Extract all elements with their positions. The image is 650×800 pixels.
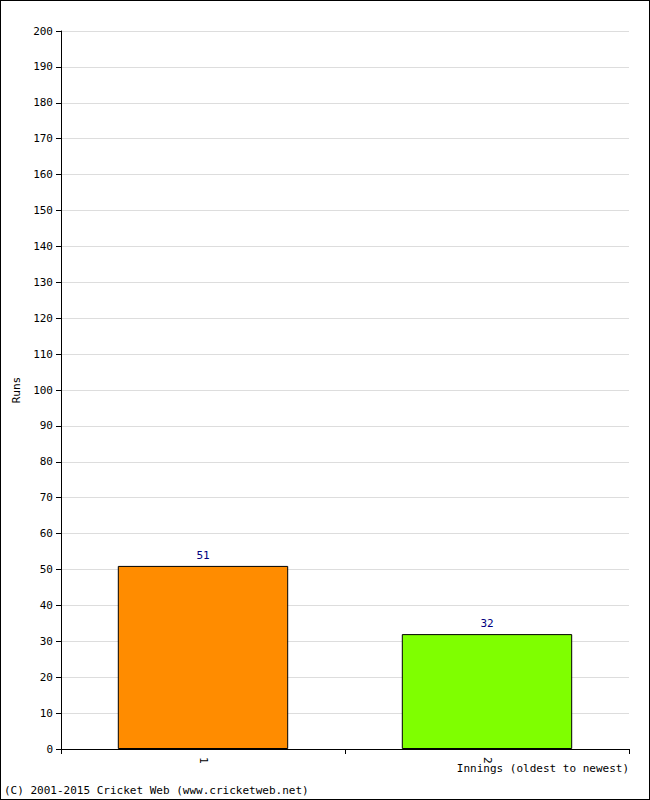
svg-text:180: 180 bbox=[33, 96, 53, 109]
svg-text:160: 160 bbox=[33, 168, 53, 181]
svg-text:30: 30 bbox=[40, 635, 53, 648]
svg-text:150: 150 bbox=[33, 204, 53, 217]
svg-text:120: 120 bbox=[33, 312, 53, 325]
svg-text:100: 100 bbox=[33, 384, 53, 397]
svg-text:Innings (oldest to newest): Innings (oldest to newest) bbox=[457, 762, 629, 775]
svg-text:51: 51 bbox=[196, 549, 209, 562]
svg-text:40: 40 bbox=[40, 599, 53, 612]
svg-text:170: 170 bbox=[33, 132, 53, 145]
svg-text:140: 140 bbox=[33, 240, 53, 253]
svg-text:130: 130 bbox=[33, 276, 53, 289]
svg-text:(C) 2001-2015 Cricket Web (www: (C) 2001-2015 Cricket Web (www.cricketwe… bbox=[4, 784, 309, 797]
svg-text:2: 2 bbox=[481, 757, 494, 764]
svg-text:20: 20 bbox=[40, 671, 53, 684]
svg-text:0: 0 bbox=[46, 743, 53, 756]
svg-text:Runs: Runs bbox=[10, 377, 23, 404]
svg-text:190: 190 bbox=[33, 60, 53, 73]
svg-text:200: 200 bbox=[33, 25, 53, 38]
svg-text:110: 110 bbox=[33, 348, 53, 361]
svg-text:10: 10 bbox=[40, 707, 53, 720]
svg-text:60: 60 bbox=[40, 527, 53, 540]
svg-text:90: 90 bbox=[40, 419, 53, 432]
svg-text:80: 80 bbox=[40, 455, 53, 468]
svg-text:1: 1 bbox=[197, 757, 210, 764]
svg-text:32: 32 bbox=[480, 617, 493, 630]
svg-text:70: 70 bbox=[40, 491, 53, 504]
svg-text:50: 50 bbox=[40, 563, 53, 576]
